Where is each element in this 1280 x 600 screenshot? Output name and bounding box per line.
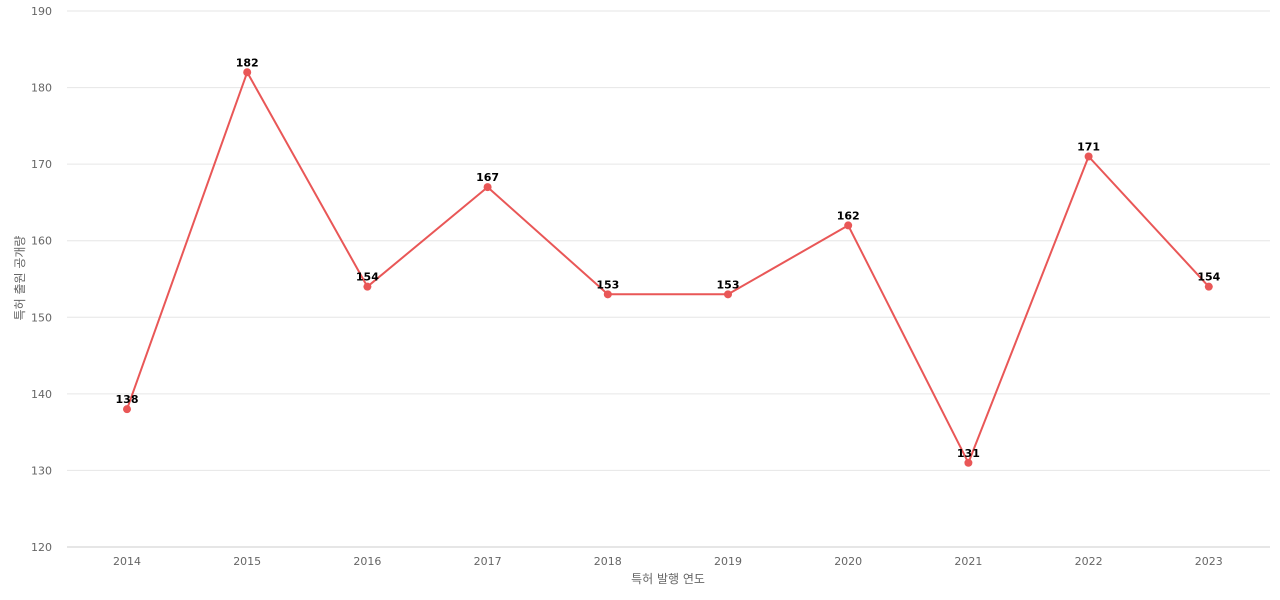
data-point[interactable] [724,290,732,299]
y-tick-label: 120 [31,541,52,554]
data-label: 153 [596,278,619,291]
series-layer [123,68,1213,467]
data-point[interactable] [483,183,492,192]
data-label: 162 [837,209,860,222]
data-point[interactable] [603,290,612,299]
x-tick-label: 2017 [474,555,502,568]
x-tick-label: 2019 [714,555,742,568]
x-axis-ticks: 2014 2015 2016 2017 2018 2019 2020 2021 2022 2023 [113,555,1223,568]
x-tick-label: 2021 [954,555,982,568]
grid-layer [67,10,1270,548]
y-axis-title: 특허 출원 공개량 [13,236,27,321]
x-tick-label: 2022 [1075,555,1103,568]
x-tick-label: 2014 [113,555,141,568]
y-tick-label: 170 [31,158,52,171]
data-point[interactable] [1084,152,1093,161]
y-tick-label: 140 [31,388,52,401]
x-tick-label: 2018 [594,555,622,568]
data-label: 154 [356,271,379,284]
data-point[interactable] [964,458,973,467]
y-tick-label: 160 [31,235,52,248]
y-tick-label: 130 [31,464,52,477]
data-point[interactable] [123,405,131,414]
x-tick-label: 2015 [233,555,261,568]
data-label: 138 [116,393,139,406]
x-tick-label: 2023 [1195,555,1223,568]
data-point[interactable] [243,68,252,77]
y-tick-label: 150 [31,311,52,324]
data-labels: 138 182 154 167 153 153 162 131 171 154 [116,56,1221,460]
y-tick-label: 180 [31,82,52,95]
data-label: 171 [1077,140,1100,153]
data-label: 167 [476,171,499,184]
data-label: 182 [236,56,259,69]
x-axis-title: 특허 발행 연도 [631,571,705,586]
data-label: 153 [717,278,740,291]
data-point[interactable] [1204,282,1213,291]
y-tick-label: 190 [31,5,52,18]
data-point[interactable] [363,282,372,291]
y-axis-ticks: 120 130 140 150 160 170 180 190 [31,5,52,554]
x-tick-label: 2020 [834,555,862,568]
x-tick-label: 2016 [353,555,381,568]
data-point[interactable] [844,221,853,230]
series-line [126,71,1210,464]
data-label: 131 [957,447,980,460]
data-label: 154 [1197,271,1220,284]
